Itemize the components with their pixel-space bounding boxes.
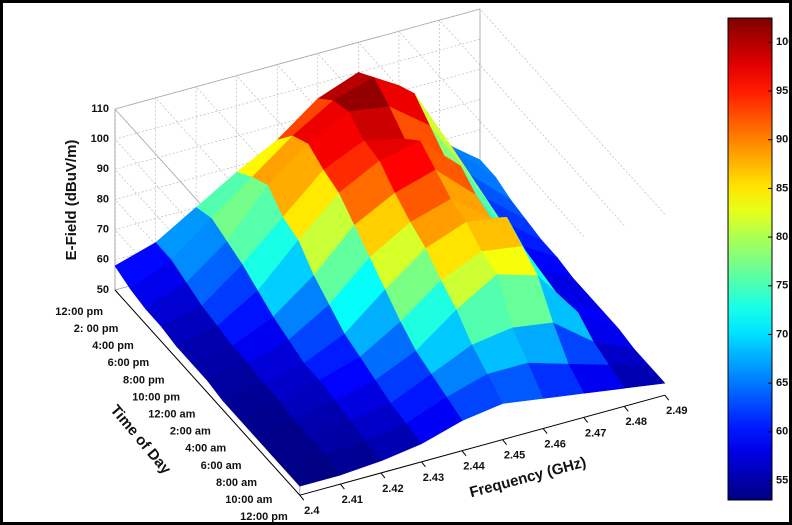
x-tick: [542, 428, 548, 434]
z-tick-label: 70: [97, 224, 109, 236]
x-tick-label: 2.48: [626, 416, 647, 428]
colorbar-tick-label: 60: [776, 426, 788, 438]
colorbar-tick-label: 55: [776, 474, 788, 486]
x-tick: [664, 394, 670, 401]
z-axis-title: E-Field (dBuV/m): [63, 140, 80, 261]
y-tick-label: 12:00 pm: [240, 511, 288, 523]
x-tick: [339, 483, 345, 490]
x-tick-label: 2.42: [382, 483, 403, 495]
x-tick-label: 2.45: [504, 450, 525, 462]
colorbar-tick-label: 75: [776, 280, 788, 292]
z-tick-label: 50: [97, 284, 109, 296]
colorbar-tick-label: 80: [776, 231, 788, 243]
x-tick-label: 2.44: [463, 461, 485, 473]
x-tick: [623, 405, 629, 412]
x-tick: [380, 472, 386, 479]
grid-line: [479, 8, 666, 215]
colorbar-tick-label: 70: [776, 328, 788, 340]
y-tick-label: 10:00 pm: [132, 391, 180, 403]
colorbar-tick-label: 100: [776, 36, 792, 48]
x-tick-label: 2.46: [544, 438, 565, 450]
z-tick-label: 100: [91, 133, 109, 145]
surface-patch: [283, 454, 341, 487]
colorbar: [727, 17, 773, 501]
y-tick-label: 12:00 am: [148, 409, 195, 421]
x-tick: [583, 417, 589, 423]
z-tick-label: 60: [97, 254, 109, 266]
x-tick-label: 2.47: [585, 427, 606, 439]
y-tick-label: 10:00 am: [225, 494, 272, 506]
y-tick-label: 2: 00 pm: [74, 323, 119, 335]
y-tick-label: 4:00 am: [185, 443, 226, 455]
x-tick: [461, 450, 467, 457]
y-tick-label: 8:00 am: [216, 477, 257, 489]
z-tick-label: 110: [91, 103, 109, 115]
x-tick-label: 2.43: [423, 472, 444, 484]
x-tick-label: 2.41: [342, 494, 363, 506]
x-tick-label: 2.4: [304, 505, 320, 517]
x-axis: [299, 394, 665, 496]
x-tick: [299, 494, 305, 501]
y-tick-label: 6:00 am: [201, 460, 242, 472]
y-tick-label: 2:00 am: [170, 426, 211, 438]
z-tick-label: 90: [97, 163, 109, 175]
y-tick-label: 4:00 pm: [92, 340, 134, 352]
y-tick-label: 8:00 pm: [123, 374, 165, 386]
colorbar-tick-label: 65: [776, 377, 788, 389]
y-tick-label: 6:00 pm: [108, 357, 150, 369]
plot-area: 50 60 70 80 90 100 110 2.4 2.41 2.42 2.43 2.44 2.45 2…: [55, 8, 792, 523]
y-axis: [114, 289, 301, 496]
x-tick: [502, 439, 507, 445]
colorbar-tick-label: 95: [776, 85, 788, 97]
y-tick-label: 12:00 pm: [55, 306, 103, 318]
x-tick: [421, 461, 426, 468]
colorbar-tick-label: 85: [776, 182, 788, 194]
x-tick-label: 2.49: [666, 405, 687, 417]
colorbar-tick-label: 90: [776, 134, 788, 146]
z-tick-label: 80: [97, 193, 109, 205]
